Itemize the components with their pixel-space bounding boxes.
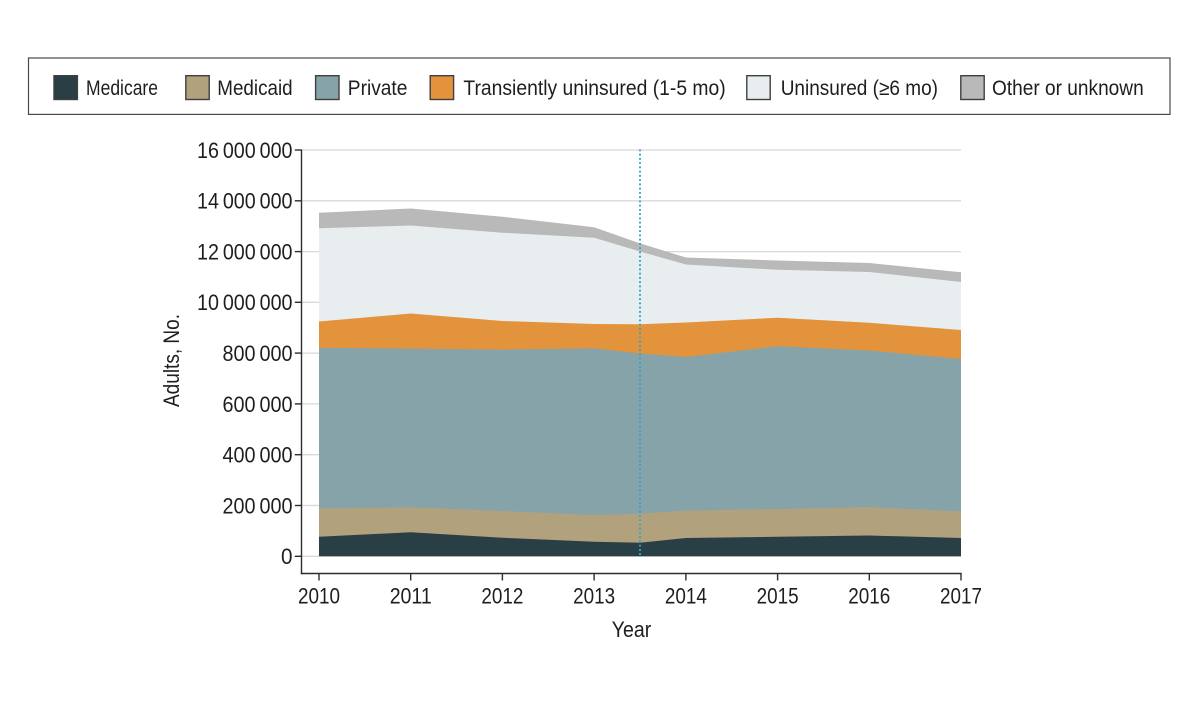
svg-text:2017: 2017 <box>940 584 982 609</box>
svg-text:Adults, No.: Adults, No. <box>159 314 184 407</box>
svg-text:2011: 2011 <box>390 584 432 609</box>
svg-text:12 000 000: 12 000 000 <box>197 240 293 265</box>
svg-text:2013: 2013 <box>573 584 615 609</box>
svg-text:Uninsured (≥6 mo): Uninsured (≥6 mo) <box>781 77 938 100</box>
svg-text:Medicaid: Medicaid <box>217 77 292 100</box>
svg-text:2010: 2010 <box>298 584 340 609</box>
svg-text:Other or unknown: Other or unknown <box>992 77 1144 100</box>
svg-text:600 000: 600 000 <box>223 392 293 417</box>
svg-text:2016: 2016 <box>848 584 890 609</box>
svg-text:800 000: 800 000 <box>223 341 293 366</box>
svg-text:400 000: 400 000 <box>223 443 293 468</box>
svg-text:16 000 000: 16 000 000 <box>197 138 293 163</box>
svg-text:Year: Year <box>612 617 652 642</box>
svg-text:200 000: 200 000 <box>223 493 293 518</box>
svg-text:0: 0 <box>281 544 293 569</box>
svg-text:14 000 000: 14 000 000 <box>197 189 293 214</box>
svg-text:Private: Private <box>348 77 408 100</box>
svg-text:2014: 2014 <box>665 584 707 609</box>
svg-text:10 000 000: 10 000 000 <box>197 290 293 315</box>
svg-text:Medicare: Medicare <box>86 77 158 100</box>
svg-text:2015: 2015 <box>757 584 799 609</box>
svg-text:Transiently uninsured (1-5 mo): Transiently uninsured (1-5 mo) <box>463 77 725 100</box>
svg-text:2012: 2012 <box>481 584 523 609</box>
